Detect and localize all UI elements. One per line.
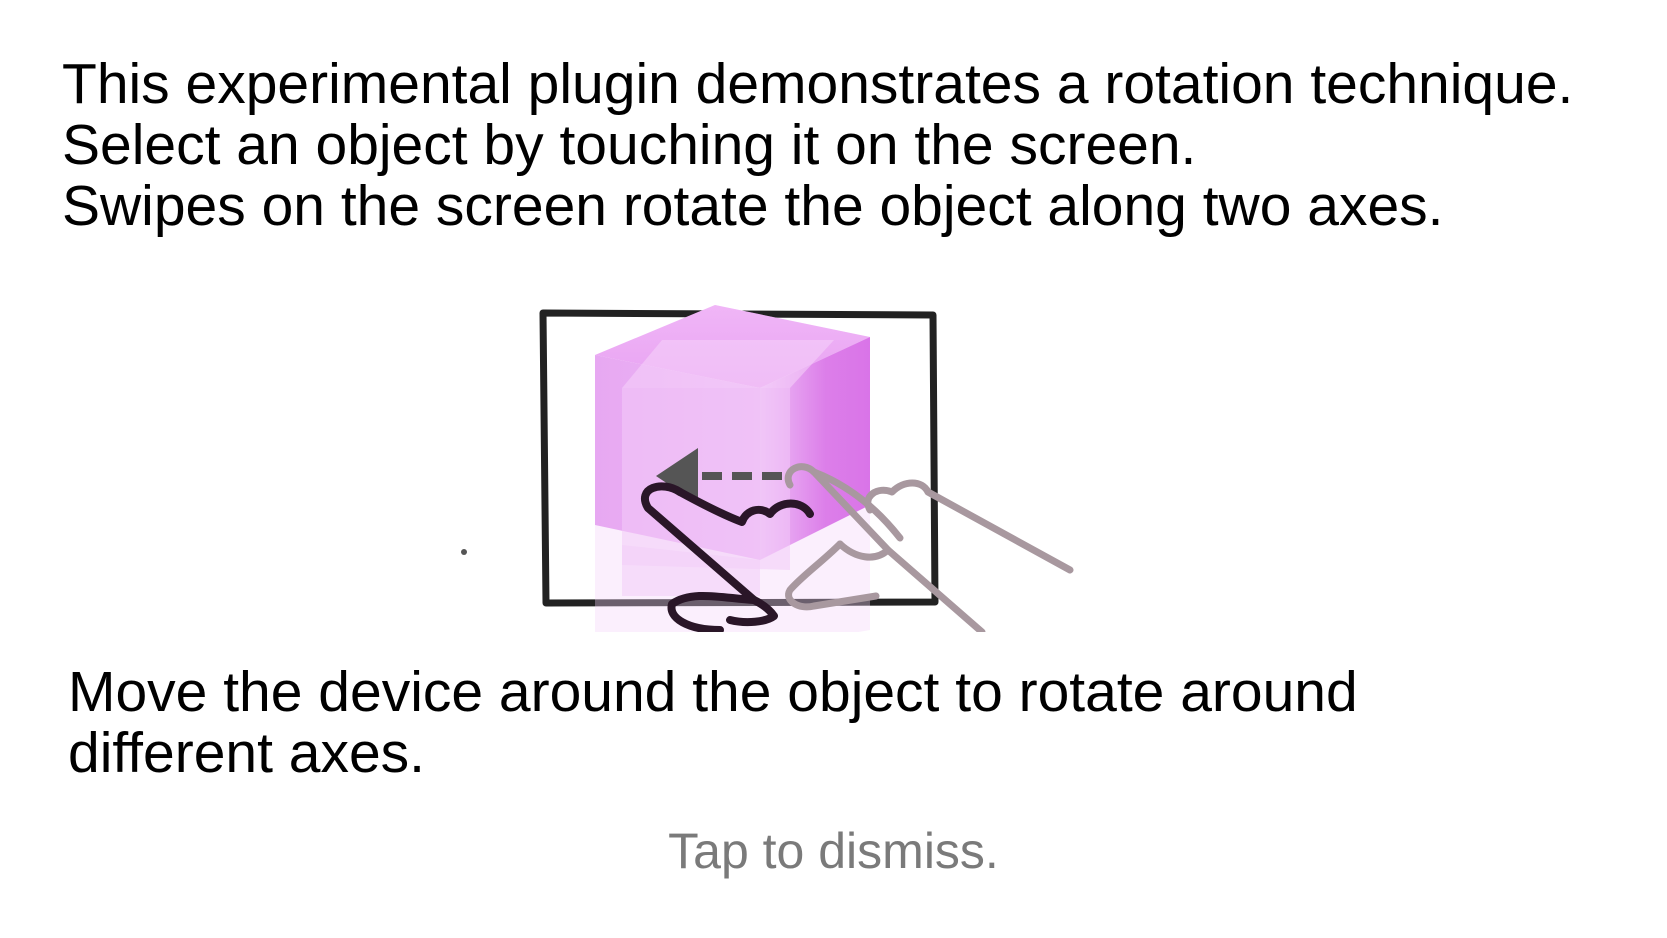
hand-icon xyxy=(641,482,814,632)
intro-line-2: Select an object by touching it on the s… xyxy=(62,113,1197,177)
intro-text: This experimental plugin demonstrates a … xyxy=(62,54,1573,237)
intro-line-3: Swipes on the screen rotate the object a… xyxy=(62,174,1444,238)
dismiss-prompt[interactable]: Tap to dismiss. xyxy=(668,823,999,879)
swipe-left-arrow-icon xyxy=(656,448,790,504)
stray-dot xyxy=(461,549,467,555)
rotation-illustration-graphic xyxy=(461,305,1074,632)
intro-line-1: This experimental plugin demonstrates a … xyxy=(62,52,1574,116)
rotation-illustration xyxy=(430,300,1100,632)
hand-back-outline xyxy=(784,463,1074,632)
screen-frame-icon xyxy=(539,309,939,607)
rotation-hint-text: Move the device around the object to rot… xyxy=(68,660,1358,785)
